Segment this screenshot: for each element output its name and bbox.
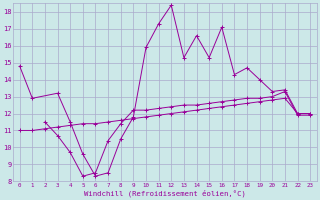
X-axis label: Windchill (Refroidissement éolien,°C): Windchill (Refroidissement éolien,°C) [84, 189, 246, 197]
